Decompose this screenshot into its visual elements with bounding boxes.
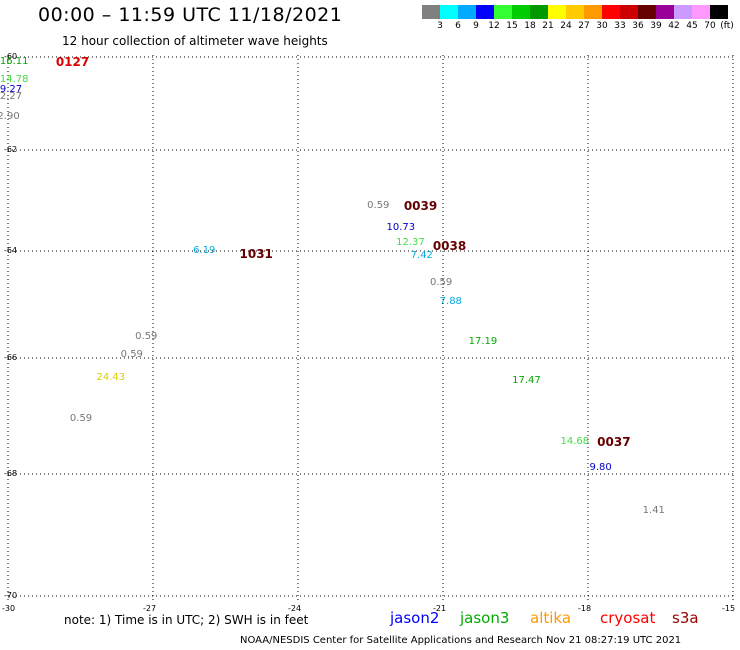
colorbar-cell [440, 5, 458, 19]
colorbar-cell [530, 5, 548, 19]
colorbar-cell [422, 5, 440, 19]
wave-height-observation: 2.90 [0, 111, 20, 123]
pass-time-label: 0127 [55, 54, 90, 69]
wave-height-observation: 17.47 [512, 375, 541, 387]
wave-height-observation: 10.73 [386, 222, 416, 234]
wave-height-observation: 0.59 [367, 199, 390, 211]
wave-height-observation: 17.19 [468, 335, 498, 347]
colorbar-unit: (ft) [720, 21, 734, 31]
colorbar-cell [566, 5, 584, 19]
wave-height-observation: 6.19 [193, 245, 216, 256]
wave-height-observation: 0.59 [135, 330, 158, 342]
map-subtitle: 12 hour collection of altimeter wave hei… [62, 34, 328, 48]
colorbar-tick-label: 12 [488, 21, 500, 31]
legend-entry-jason3: jason3 [460, 609, 510, 627]
wave-height-observation: 24.43 [96, 372, 126, 384]
colorbar-cell [674, 5, 692, 19]
colorbar-tick-label: 42 [668, 21, 680, 31]
colorbar-cell [494, 5, 512, 19]
longitude-label: -27 [143, 604, 157, 613]
longitude-label: -24 [288, 604, 302, 613]
colorbar-cell [710, 5, 728, 19]
colorbar-tick-label: 70 [704, 21, 716, 31]
colorbar-tick-label: 24 [560, 21, 572, 31]
colorbar-cell [638, 5, 656, 19]
colorbar-tick-label: 33 [614, 21, 626, 31]
colorbar-cell [476, 5, 494, 19]
colorbar-tick-label: 6 [455, 21, 461, 31]
wave-height-observation: 0.59 [120, 349, 143, 361]
colorbar-cell [602, 5, 620, 19]
latitude-label: -64 [4, 246, 18, 255]
longitude-label: -15 [722, 604, 736, 613]
colorbar-cell [656, 5, 674, 19]
longitude-label: -21 [433, 604, 447, 613]
colorbar-tick-label: 18 [524, 21, 536, 31]
colorbar-tick-label: 9 [473, 21, 479, 31]
wave-height-observation: 16.11 [0, 55, 29, 67]
pass-time-label: 0039 [403, 198, 438, 213]
note-text: note: 1) Time is in UTC; 2) SWH is in fe… [64, 613, 309, 627]
legend-entry-altika: altika [530, 609, 572, 627]
wave-height-observation: 0.59 [69, 412, 93, 424]
latitude-label: -70 [4, 591, 18, 600]
colorbar-cell [458, 5, 476, 19]
longitude-label: -18 [578, 604, 592, 613]
wave-height-observation: 7.88 [439, 295, 462, 307]
colorbar-tick-label: 21 [542, 21, 554, 31]
wave-height-observation: 9.80 [589, 462, 612, 474]
latitude-label: -62 [4, 145, 18, 154]
colorbar-tick-label: 15 [506, 21, 518, 31]
colorbar-tick-label: 3 [437, 21, 443, 31]
wave-height-observation: 9.27 [0, 83, 23, 95]
colorbar-cell [548, 5, 566, 19]
latitude-label: -66 [4, 353, 18, 362]
colorbar-tick-label: 27 [578, 21, 590, 31]
colorbar-tick-label: 30 [596, 21, 608, 31]
colorbar-tick-label: 36 [632, 21, 644, 31]
wave-height-observation: 1.41 [642, 504, 665, 516]
colorbar-tick-label: 39 [650, 21, 662, 31]
wave-height-observation: 0.59 [430, 277, 453, 289]
map-title: 00:00 – 11:59 UTC 11/18/2021 [38, 4, 343, 26]
latitude-label: -68 [4, 469, 18, 478]
colorbar-cell [620, 5, 638, 19]
colorbar-cell [584, 5, 602, 19]
legend-entry-cryosat: cryosat [600, 609, 656, 627]
pass-time-label: 0038 [432, 238, 467, 253]
latitude-label: -60 [4, 52, 18, 61]
colorbar-tick-label: 45 [686, 21, 698, 31]
wave-height-observation: 14.78 [0, 74, 29, 86]
colorbar-cell [512, 5, 530, 19]
wave-height-observation: 14.68 [560, 436, 590, 448]
wave-height-observation: 12.37 [396, 237, 425, 249]
pass-time-label: 1031 [239, 246, 273, 261]
wave-height-observation: 2.27 [0, 90, 23, 102]
legend-entry-jason2: jason2 [390, 609, 440, 627]
pass-time-label: 0037 [597, 435, 631, 450]
longitude-label: -30 [2, 604, 16, 613]
wave-height-observation: 7.42 [410, 250, 433, 262]
legend-entry-s3a: s3a [672, 609, 699, 627]
footer-credit: NOAA/NESDIS Center for Satellite Applica… [240, 635, 682, 646]
colorbar-cell [692, 5, 710, 19]
